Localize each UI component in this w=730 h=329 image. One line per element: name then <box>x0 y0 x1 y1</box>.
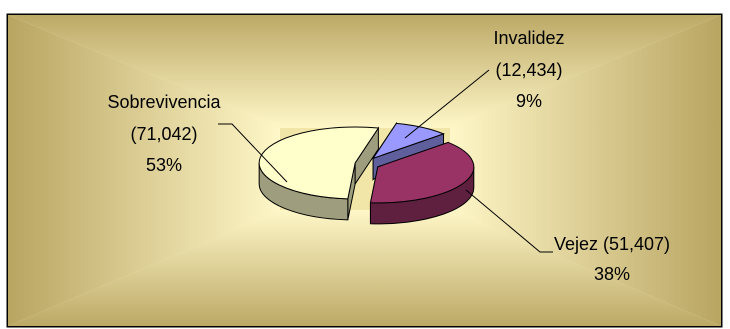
data-label-invalidez-line3: 9% <box>516 91 542 111</box>
leader-line-invalidez <box>404 69 490 139</box>
leader-line-sobrevivencia <box>218 123 288 183</box>
data-label-sobrevivencia-line2: (71,042) <box>130 124 197 144</box>
leader-line-vejez <box>465 189 553 253</box>
data-label-sobrevivencia-line3: 53% <box>146 155 182 175</box>
data-label-invalidez-line1: Invalidez <box>493 28 564 48</box>
pie-slice-sobrevivencia <box>258 126 380 221</box>
pie-slice-vejez <box>369 141 475 225</box>
data-label-vejez-line1: Vejez (51,407) <box>554 234 670 254</box>
data-label-vejez-line2: 38% <box>594 264 630 284</box>
data-label-invalidez-line2: (12,434) <box>495 60 562 80</box>
data-label-sobrevivencia-line1: Sobrevivencia <box>107 92 221 112</box>
